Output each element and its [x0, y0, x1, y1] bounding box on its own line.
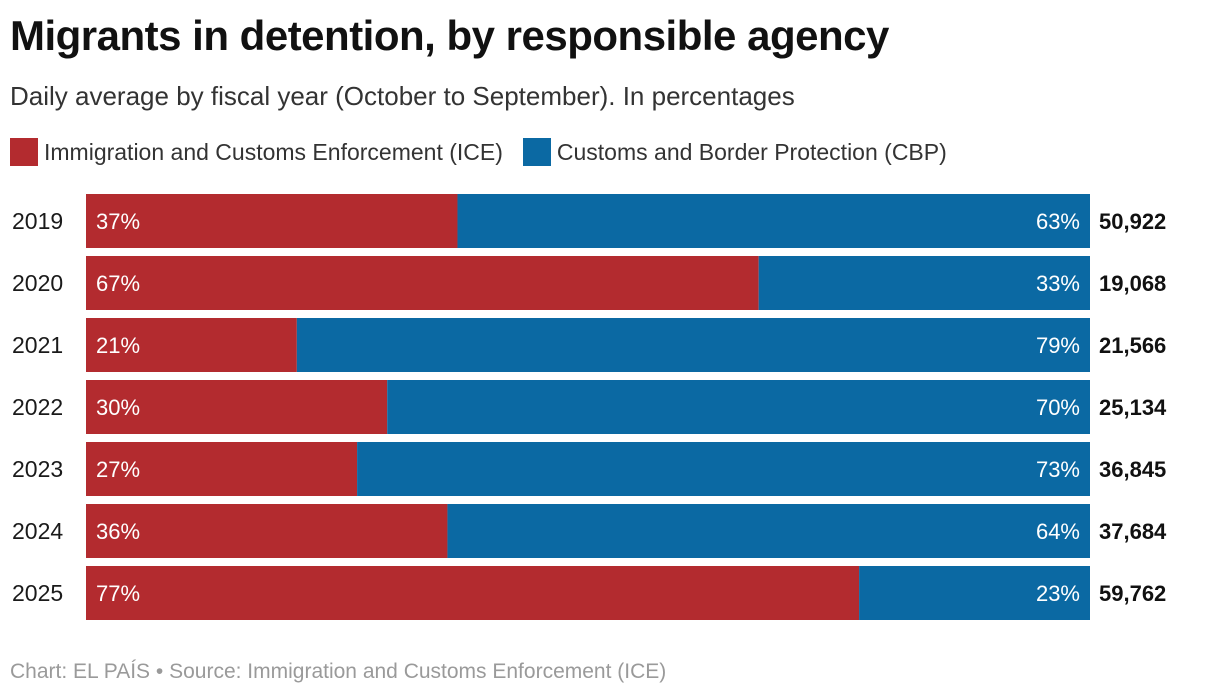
data-label-cbp: 64% [1036, 519, 1080, 544]
bar-segment-ice [86, 318, 297, 372]
chart-subtitle: Daily average by fiscal year (October to… [10, 81, 795, 111]
data-label-cbp: 73% [1036, 457, 1080, 482]
year-label: 2022 [12, 394, 63, 420]
year-label: 2023 [12, 456, 63, 482]
year-label: 2020 [12, 270, 63, 296]
total-label: 19,068 [1099, 271, 1166, 296]
total-label: 59,762 [1099, 581, 1166, 606]
legend-item-ice: Immigration and Customs Enforcement (ICE… [10, 138, 503, 166]
data-label-ice: 67% [96, 271, 140, 296]
data-label-cbp: 70% [1036, 395, 1080, 420]
data-label-cbp: 23% [1036, 581, 1080, 606]
legend-label-ice: Immigration and Customs Enforcement (ICE… [44, 138, 503, 165]
data-label-ice: 27% [96, 457, 140, 482]
bar-segment-cbp [457, 194, 1091, 248]
total-label: 25,134 [1099, 395, 1167, 420]
bar-segment-ice [86, 504, 448, 558]
chart-title: Migrants in detention, by responsible ag… [10, 12, 889, 59]
legend-swatch-ice [10, 138, 38, 166]
data-label-ice: 77% [96, 581, 140, 606]
year-label: 2024 [12, 518, 63, 544]
legend: Immigration and Customs Enforcement (ICE… [10, 137, 967, 167]
total-label: 36,845 [1099, 457, 1166, 482]
legend-swatch-cbp [522, 138, 551, 166]
data-label-cbp: 79% [1036, 333, 1080, 358]
bar-segment-ice [86, 442, 358, 496]
data-label-ice: 21% [96, 333, 140, 358]
total-label: 50,922 [1099, 209, 1166, 234]
legend-label-cbp: Customs and Border Protection (CBP) [556, 138, 947, 165]
year-label: 2019 [12, 208, 63, 234]
bar-segment-cbp [387, 380, 1090, 434]
bar-segment-ice [86, 380, 388, 434]
legend-item-cbp: Customs and Border Protection (CBP) [522, 138, 947, 166]
total-label: 21,566 [1099, 333, 1166, 358]
bar-segment-ice [86, 256, 759, 310]
bar-segment-cbp [357, 442, 1091, 496]
data-label-cbp: 33% [1036, 271, 1080, 296]
bar-segment-cbp [447, 504, 1090, 558]
data-label-ice: 36% [96, 519, 140, 544]
data-label-ice: 37% [96, 209, 140, 234]
total-label: 37,684 [1099, 519, 1167, 544]
data-label-ice: 30% [96, 395, 140, 420]
bar-segment-ice [86, 566, 860, 620]
bar-segment-cbp [758, 256, 1090, 310]
data-label-cbp: 63% [1036, 209, 1080, 234]
bar-segment-cbp [296, 318, 1091, 372]
year-label: 2021 [12, 332, 63, 358]
bar-segment-ice [86, 194, 458, 248]
chart-footer: Chart: EL PAÍS • Source: Immigration and… [10, 660, 667, 683]
year-label: 2025 [12, 580, 63, 606]
bar-segment-cbp [859, 566, 1090, 620]
